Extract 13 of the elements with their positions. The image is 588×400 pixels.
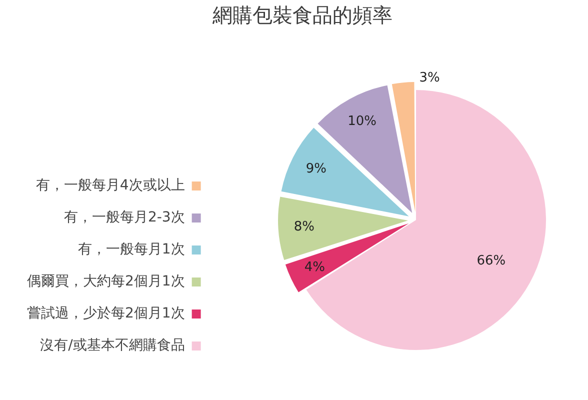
chart-title: 網購包裝食品的頻率 [212,3,392,28]
legend-label: 偶爾買，大約每2個月1次 [26,274,185,290]
data-label: 10% [348,114,376,130]
data-label: 66% [476,254,506,269]
data-label: 9% [306,162,327,177]
legend-label: 沒有/或基本不網購食品 [40,338,185,354]
legend-label: 有，一般每月4次或以上 [36,178,185,194]
legend-label: 有，一般每月2-3次 [64,210,185,226]
data-label: 8% [294,219,315,234]
data-label: 3% [419,70,440,86]
legend-label: 嘗試過，少於每2個月1次 [26,306,185,322]
data-label: 4% [304,260,325,276]
legend-label: 有，一般每月1次 [78,242,185,258]
